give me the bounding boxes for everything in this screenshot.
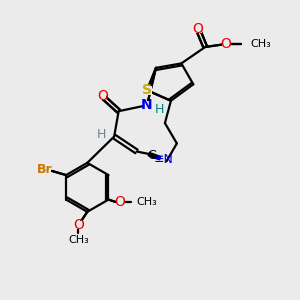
Text: O: O	[97, 89, 108, 103]
Text: CH₃: CH₃	[250, 39, 271, 49]
Text: O: O	[192, 22, 203, 36]
Text: N: N	[141, 98, 153, 112]
FancyBboxPatch shape	[116, 198, 124, 206]
Text: O: O	[221, 37, 232, 51]
FancyBboxPatch shape	[98, 92, 106, 100]
Text: ≡N: ≡N	[154, 153, 173, 167]
Text: O: O	[73, 218, 84, 232]
Text: O: O	[114, 195, 125, 209]
Text: Br: Br	[38, 163, 53, 176]
FancyBboxPatch shape	[39, 166, 52, 174]
Text: CH₃: CH₃	[68, 235, 89, 245]
Text: CH₃: CH₃	[137, 197, 158, 207]
FancyBboxPatch shape	[222, 40, 230, 48]
FancyBboxPatch shape	[143, 101, 151, 110]
FancyBboxPatch shape	[74, 221, 82, 230]
Text: S: S	[142, 83, 152, 97]
FancyBboxPatch shape	[194, 25, 202, 33]
FancyBboxPatch shape	[142, 86, 152, 95]
Text: H: H	[155, 103, 164, 116]
Text: H: H	[97, 128, 106, 141]
Text: C: C	[148, 148, 157, 162]
